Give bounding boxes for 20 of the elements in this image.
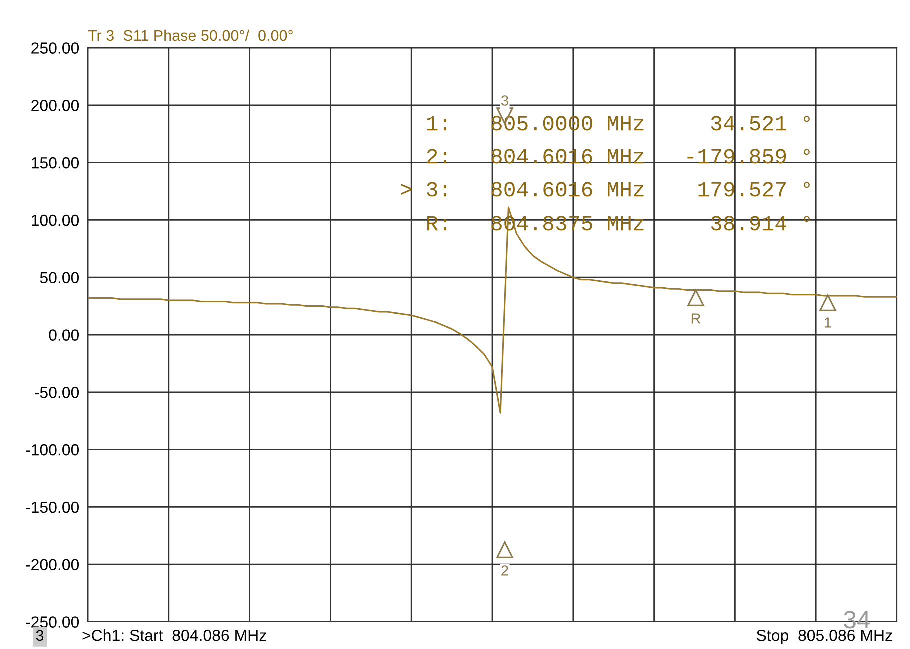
annotation: 3 bbox=[502, 96, 508, 106]
line-series bbox=[88, 206, 897, 414]
y-tick-label: -200.00 bbox=[26, 559, 80, 571]
text: >Ch1: Start 804.086 MHz bbox=[82, 630, 266, 642]
chart-title: Tr 3 S11 Phase 50.00°/ 0.00° bbox=[88, 30, 293, 42]
y-tick-label: -250.00 bbox=[26, 616, 80, 628]
y-tick-label: 200.00 bbox=[32, 100, 80, 112]
text: 3 bbox=[36, 630, 44, 642]
y-tick-label: 50.00 bbox=[40, 272, 80, 284]
annotation: 1 bbox=[825, 318, 832, 328]
y-tick-label: 150.00 bbox=[32, 157, 80, 169]
text: Stop 805.086 MHz bbox=[757, 630, 892, 644]
y-tick-label: -50.00 bbox=[35, 387, 80, 398]
y-tick-label: 250.00 bbox=[32, 42, 80, 54]
y-tick-label: 0.00 bbox=[49, 330, 80, 341]
annotation: 2 bbox=[502, 566, 508, 576]
y-tick-label: 100.00 bbox=[32, 214, 80, 226]
y-tick-label: -150.00 bbox=[26, 502, 80, 514]
annotation: R bbox=[692, 314, 701, 324]
y-tick-label: -100.00 bbox=[26, 444, 80, 456]
